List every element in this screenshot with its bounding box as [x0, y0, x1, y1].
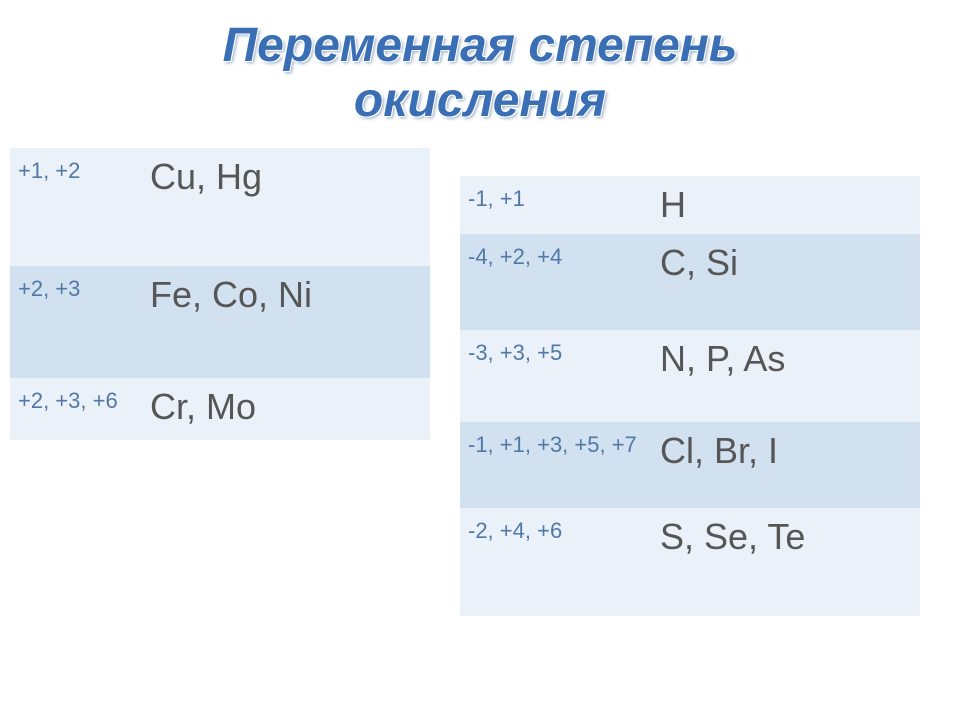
elements-cell: Cr, Mo — [138, 378, 430, 440]
oxidation-states: -2, +4, +6 — [460, 508, 648, 616]
oxidation-states: -4, +2, +4 — [460, 234, 648, 330]
table-row: -1, +1 H — [460, 176, 920, 234]
oxidation-states: +2, +3 — [10, 266, 138, 378]
elements-cell: Cu, Hg — [138, 148, 430, 266]
table-row: +2, +3, +6 Cr, Mo — [10, 378, 430, 440]
table-row: +2, +3 Fe, Co, Ni — [10, 266, 430, 378]
right-oxidation-table: -1, +1 H -4, +2, +4 C, Si -3, +3, +5 N, … — [460, 176, 920, 616]
oxidation-states: +1, +2 — [10, 148, 138, 266]
elements-cell: N, P, As — [648, 330, 920, 422]
table-row: -3, +3, +5 N, P, As — [460, 330, 920, 422]
left-oxidation-table: +1, +2 Cu, Hg +2, +3 Fe, Co, Ni +2, +3, … — [10, 148, 430, 440]
oxidation-states: -1, +1 — [460, 176, 648, 234]
oxidation-states: +2, +3, +6 — [10, 378, 138, 440]
oxidation-states: -1, +1, +3, +5, +7 — [460, 422, 648, 508]
oxidation-states: -3, +3, +5 — [460, 330, 648, 422]
title-line-1: Переменная степень — [0, 18, 960, 73]
table-row: -2, +4, +6 S, Se, Te — [460, 508, 920, 616]
elements-cell: Cl, Br, I — [648, 422, 920, 508]
elements-cell: H — [648, 176, 920, 234]
elements-cell: C, Si — [648, 234, 920, 330]
table-row: +1, +2 Cu, Hg — [10, 148, 430, 266]
elements-cell: S, Se, Te — [648, 508, 920, 616]
tables-container: +1, +2 Cu, Hg +2, +3 Fe, Co, Ni +2, +3, … — [0, 148, 960, 616]
title-line-2: окисления — [0, 73, 960, 128]
table-row: -4, +2, +4 C, Si — [460, 234, 920, 330]
elements-cell: Fe, Co, Ni — [138, 266, 430, 378]
slide-title: Переменная степень окисления — [0, 0, 960, 148]
table-row: -1, +1, +3, +5, +7 Cl, Br, I — [460, 422, 920, 508]
